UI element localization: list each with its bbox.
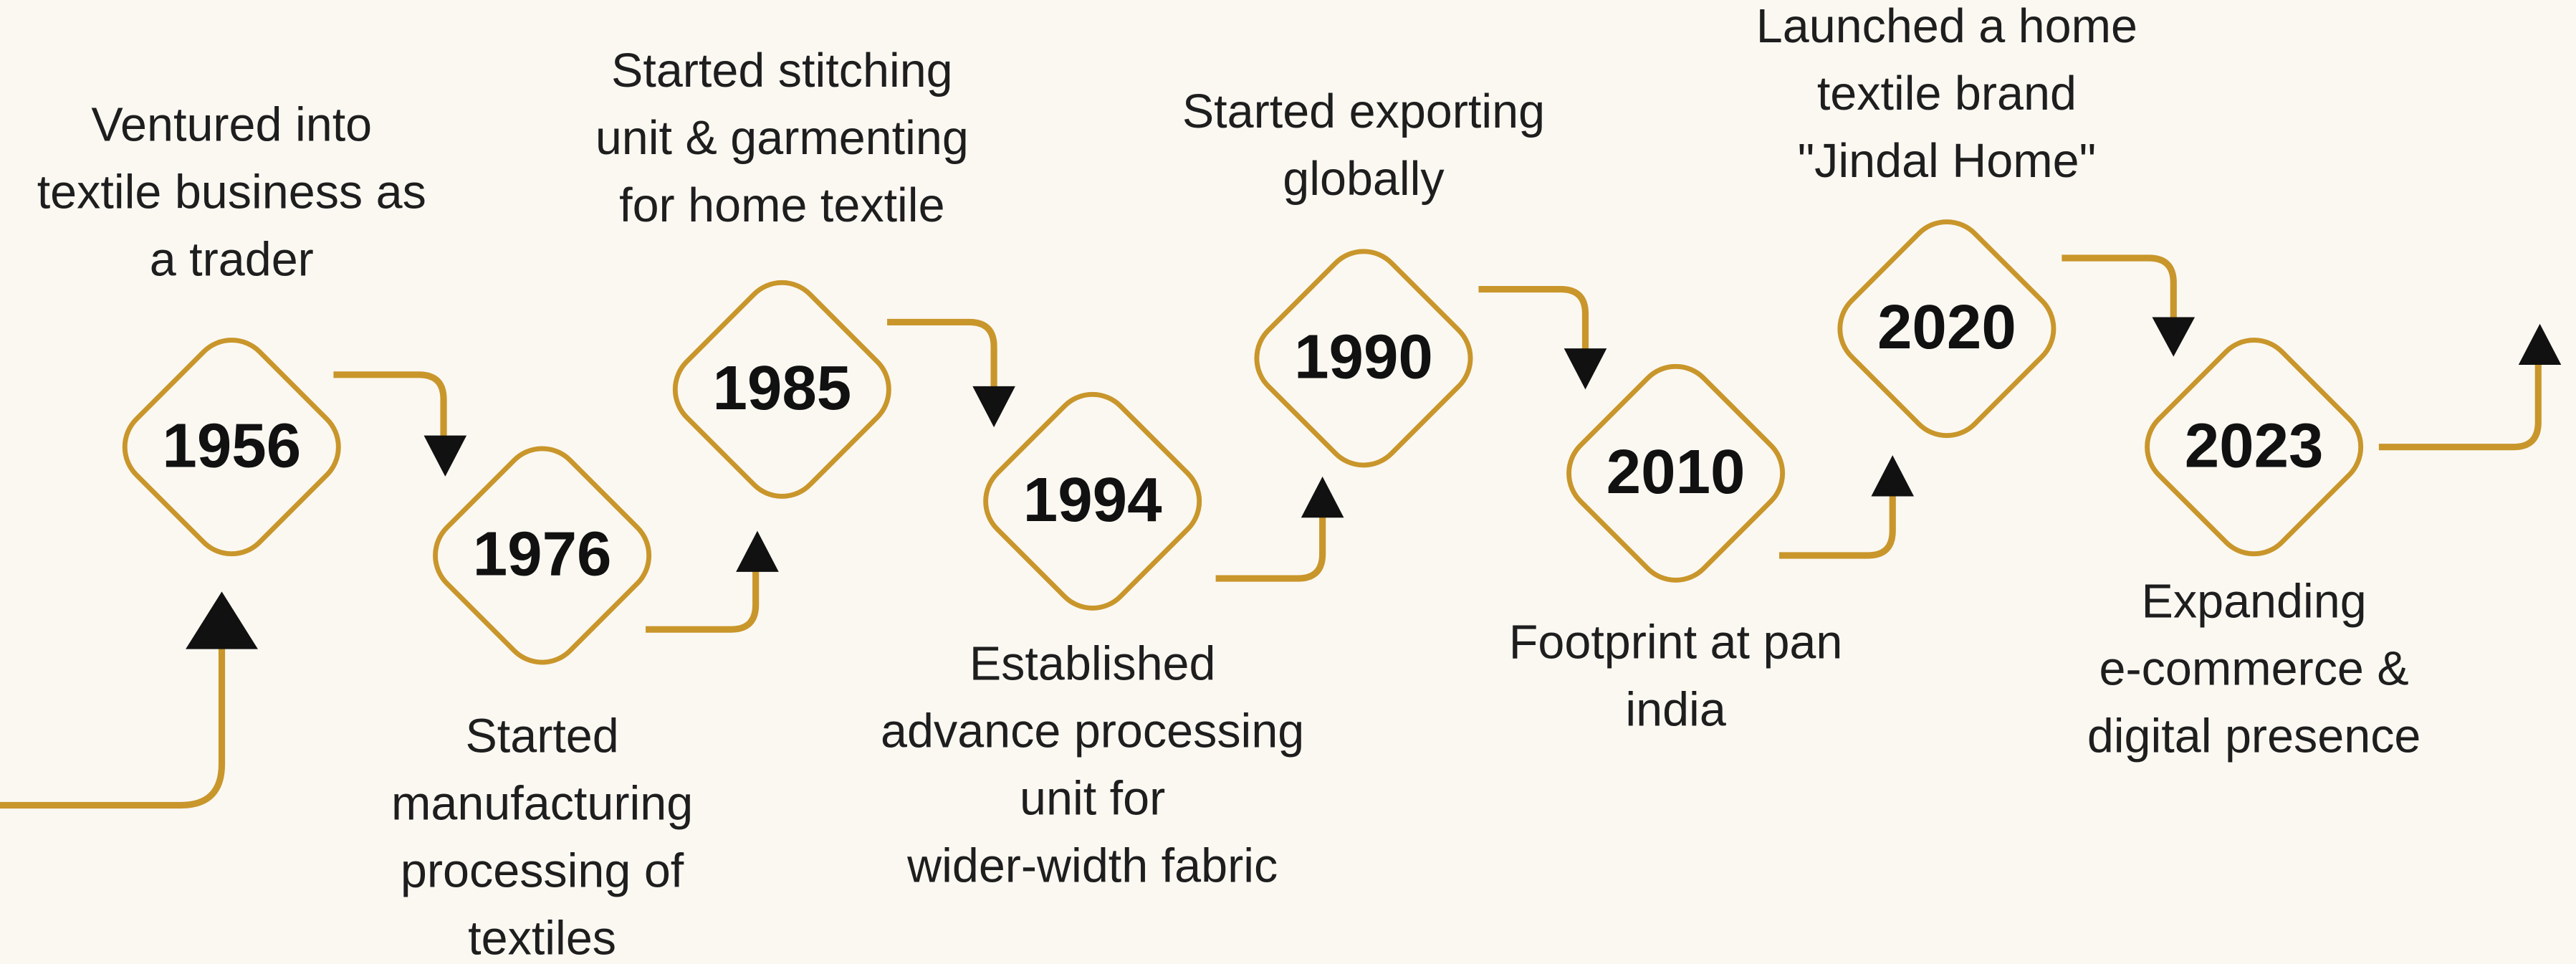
description-line: for home textile xyxy=(619,179,944,232)
connector xyxy=(2062,254,2177,319)
year-label: 1994 xyxy=(1023,465,1162,535)
description-line: textile brand xyxy=(1817,67,2077,120)
year-label: 1976 xyxy=(473,520,612,589)
arrow xyxy=(972,386,1015,428)
milestone: 1976 Started manufacturing processing of tex… xyxy=(391,446,693,964)
description-line: Launched a home xyxy=(1756,0,2137,53)
description-line: "Jindal Home" xyxy=(1798,135,2097,188)
milestone: 1956 Ventured into textile business as a tr… xyxy=(37,98,426,557)
description-line: india xyxy=(1625,684,1725,737)
year-label: 1956 xyxy=(162,411,301,480)
description-line: digital presence xyxy=(2087,710,2421,763)
description-line: unit for xyxy=(1020,772,1165,825)
description-line: globally xyxy=(1283,153,1445,206)
arrow xyxy=(2152,317,2196,357)
description-line: e-commerce & xyxy=(2099,642,2409,695)
description-line: Started xyxy=(465,710,618,763)
year-label: 1985 xyxy=(712,353,851,423)
description-line: Ventured into xyxy=(91,98,372,151)
milestone: 2020 Launched a home textile brand "Jindal … xyxy=(1756,0,2137,439)
description-line: textiles xyxy=(468,912,616,964)
description-line: manufacturing xyxy=(391,777,693,830)
arrow xyxy=(1871,455,1915,497)
connector xyxy=(887,318,997,388)
description-line: Started stitching xyxy=(611,44,953,97)
year-label: 2010 xyxy=(1607,437,1746,507)
description-line: advance processing xyxy=(881,705,1304,758)
description-line: a trader xyxy=(150,233,314,286)
diamond xyxy=(983,391,1202,611)
description-line: textile business as xyxy=(37,166,426,219)
connector xyxy=(1779,492,1896,559)
milestone: 1985 Started stitching unit & garmenting fo… xyxy=(595,44,969,499)
connectors xyxy=(0,254,2562,809)
connector xyxy=(1215,514,1326,582)
diamond xyxy=(1837,219,2057,439)
arrow xyxy=(186,591,258,649)
description-line: Established xyxy=(969,637,1216,690)
description-line: Expanding xyxy=(2142,575,2367,628)
diamond xyxy=(122,338,341,557)
connector xyxy=(0,644,226,809)
milestone: 2010 Footprint at pan india xyxy=(1509,363,1843,737)
year-label: 2020 xyxy=(1877,292,2016,362)
milestone: 2023 Expanding e-commerce & digital presenc… xyxy=(2087,338,2421,763)
connector xyxy=(1478,285,1589,350)
diamond xyxy=(433,446,652,665)
milestone: 1990 Started exporting globally xyxy=(1182,85,1545,468)
arrow xyxy=(1301,476,1344,518)
description-line: unit & garmenting xyxy=(595,112,969,165)
description-line: Footprint at pan xyxy=(1509,616,1843,669)
description-line: Started exporting xyxy=(1182,85,1545,138)
description-line: wider-width fabric xyxy=(906,839,1278,892)
arrow xyxy=(2518,323,2562,366)
description-line: processing of xyxy=(401,844,684,897)
connector xyxy=(646,568,760,633)
arrow xyxy=(1564,348,1607,390)
year-label: 1990 xyxy=(1294,322,1433,391)
diamond xyxy=(1566,363,1786,583)
milestone: 1994 Established advance processing unit fo… xyxy=(881,391,1304,892)
year-label: 2023 xyxy=(2185,411,2324,480)
connector xyxy=(333,371,447,437)
diamond xyxy=(672,280,891,499)
arrow xyxy=(736,530,779,572)
diamond xyxy=(1254,249,1473,468)
arrow xyxy=(423,435,467,477)
connector xyxy=(2378,361,2542,451)
diamond xyxy=(2145,338,2364,557)
